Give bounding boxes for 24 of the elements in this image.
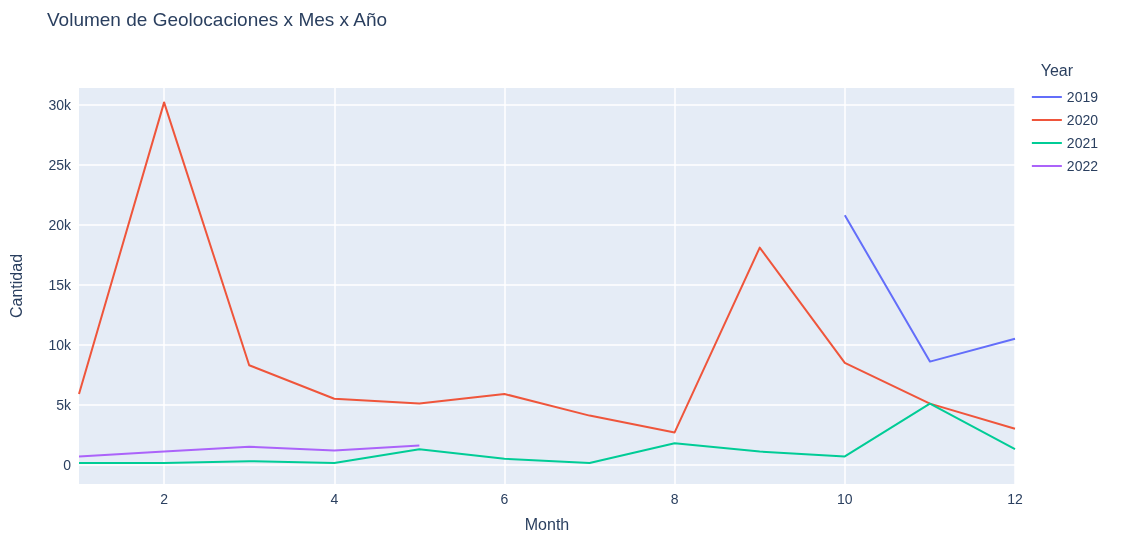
y-axis-title: Cantidad: [7, 253, 25, 319]
line-series: [78, 402, 1016, 464]
x-tick-label: 2: [160, 491, 169, 507]
y-tick-label: 15k: [48, 276, 72, 293]
x-tick-label: 12: [1007, 491, 1023, 507]
y-tick-label: 5k: [56, 396, 72, 413]
y-tick-label: 30k: [48, 96, 72, 113]
y-tick-label: 25k: [48, 156, 72, 173]
x-tick-label: 4: [330, 491, 339, 507]
y-tick-label: 0: [63, 456, 72, 473]
x-tick-label: 6: [500, 491, 509, 507]
legend-label: 2021: [1066, 135, 1099, 151]
y-tick-label: 10k: [48, 336, 72, 353]
x-axis-title: Month: [524, 515, 570, 533]
legend-label: 2020: [1066, 112, 1099, 128]
line-series: [78, 444, 421, 458]
legend-label: 2019: [1066, 89, 1099, 105]
legend-label: 2022: [1066, 158, 1099, 174]
y-tick-label: 20k: [48, 216, 72, 233]
legend-title: Year: [1040, 61, 1074, 79]
line-series: [78, 101, 1016, 434]
x-tick-label: 8: [670, 491, 679, 507]
x-tick-label: 10: [837, 491, 853, 507]
chart-title: Volumen de Geolocaciones x Mes x Año: [47, 9, 388, 30]
